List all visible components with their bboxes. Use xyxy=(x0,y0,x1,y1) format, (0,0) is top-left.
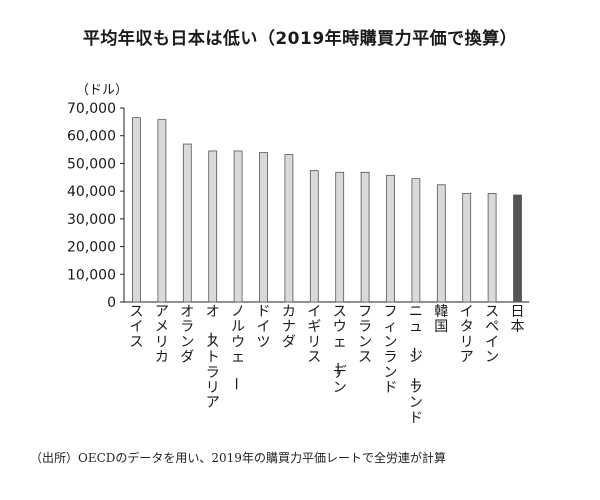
y-tick-label: 0 xyxy=(107,295,116,311)
category-label: イタリア xyxy=(460,304,474,366)
bar-スウェーデン xyxy=(335,171,345,303)
y-axis: 0 10,000 20,000 30,000 40,000 50,000 60,000 70,… xyxy=(67,101,530,311)
category-label: 日本 xyxy=(511,304,525,335)
bar-イギリス xyxy=(309,170,319,303)
category-label: ニュージーランド xyxy=(405,304,423,426)
bar-カナダ xyxy=(284,154,294,303)
bar-イタリア xyxy=(462,192,472,303)
category-label: フィンランド xyxy=(384,304,398,396)
bar-ノルウェー xyxy=(233,150,243,303)
y-tick-label: 50,000 xyxy=(67,156,116,172)
bars xyxy=(132,117,522,303)
category-label: スウェーデン xyxy=(329,304,347,396)
bar-韓国 xyxy=(436,184,446,303)
category-label: ノルウェー xyxy=(227,304,245,391)
y-tick-label: 40,000 xyxy=(67,184,116,200)
category-label: スペイン xyxy=(485,304,499,366)
y-axis-unit-label: （ドル） xyxy=(76,83,128,98)
category-labels: スイスアメリカオランダオーストラリアノルウェードイツカナダイギリススウェーデンフ… xyxy=(130,304,525,426)
category-label: イギリス xyxy=(307,304,321,366)
bar-ニュージーランド xyxy=(411,178,421,303)
category-label: オーストラリア xyxy=(202,304,220,411)
category-label: オランダ xyxy=(180,304,194,366)
bar-スペイン xyxy=(487,192,497,303)
bar-日本 xyxy=(513,194,522,303)
bar-オランダ xyxy=(182,143,192,303)
y-tick-label: 60,000 xyxy=(67,129,116,145)
bar-スイス xyxy=(132,117,141,303)
bar-ドイツ xyxy=(259,152,268,303)
category-label: フランス xyxy=(358,304,372,366)
chart-title: 平均年収も日本は低い（2019年時購買力平価で換算） xyxy=(82,29,518,49)
source-note: （出所）OECDのデータを用い、2019年の購買力平価レートで全労連が計算 xyxy=(30,451,446,465)
y-tick-label: 30,000 xyxy=(67,212,116,228)
y-tick-label: 20,000 xyxy=(67,240,116,256)
y-tick-label: 70,000 xyxy=(67,101,116,117)
category-label: アメリカ xyxy=(155,304,169,366)
y-tick-label: 10,000 xyxy=(67,267,116,283)
bar-フィンランド xyxy=(386,174,395,303)
bar-オーストラリア xyxy=(208,150,218,303)
bar-フランス xyxy=(360,171,370,303)
category-label: カナダ xyxy=(282,304,296,350)
category-label: 韓国 xyxy=(434,304,448,335)
category-label: ドイツ xyxy=(257,304,271,350)
category-label: スイス xyxy=(130,304,144,350)
bar-アメリカ xyxy=(157,119,167,303)
